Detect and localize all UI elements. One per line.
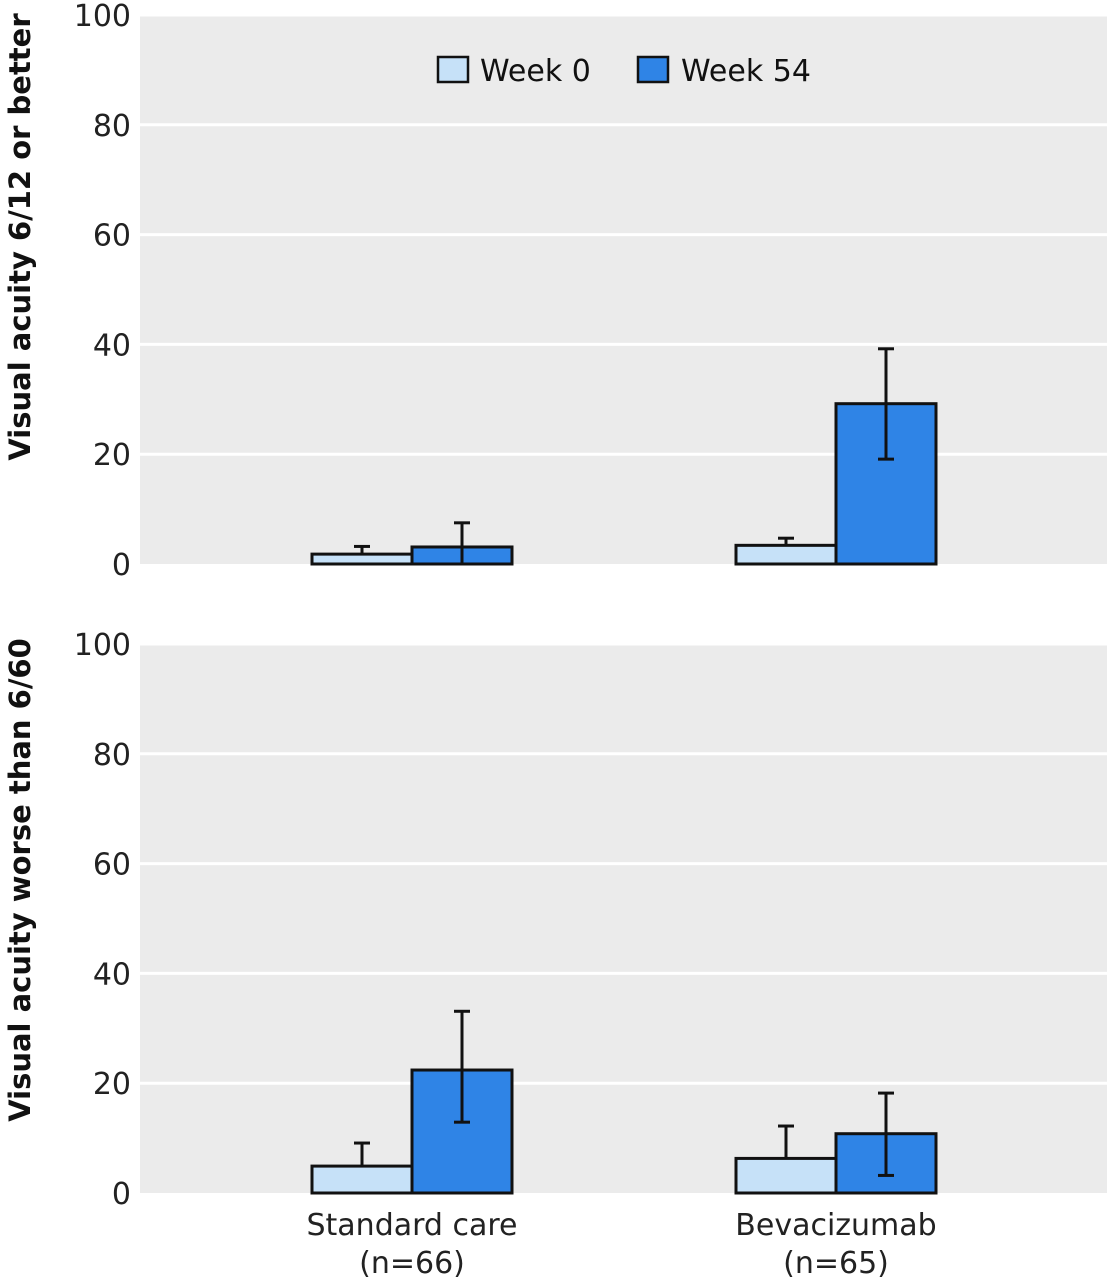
- y-axis-label: Visual acuity 6/12 or better: [3, 13, 37, 461]
- bar-week0: [734, 543, 838, 566]
- bar-week0: [310, 1164, 414, 1195]
- gridlines: [140, 642, 1107, 1085]
- gridlines: [140, 13, 1107, 456]
- category-n-bevacizumab: (n=65): [783, 1246, 889, 1280]
- y-tick-labels: 0 20 40 60 80 100: [74, 628, 131, 1212]
- legend-swatch-week54: [636, 55, 670, 84]
- bars: [310, 1009, 938, 1195]
- y-tick-label: 100: [74, 0, 131, 34]
- y-tick-label: 20: [93, 1067, 131, 1102]
- y-tick-label: 20: [93, 438, 131, 473]
- category-label-bevacizumab: Bevacizumab: [735, 1208, 936, 1243]
- legend-label-week0: Week 0: [480, 54, 591, 89]
- plot-background: [140, 15, 1107, 564]
- category-label-standard-care: Standard care: [306, 1208, 517, 1243]
- category-n-standard-care: (n=66): [359, 1246, 465, 1280]
- y-tick-label: 80: [93, 738, 131, 773]
- y-tick-label: 60: [93, 219, 131, 254]
- legend-swatch-week0: [436, 55, 470, 84]
- bar-week0: [310, 552, 414, 566]
- y-axis-label: Visual acuity worse than 6/60: [3, 638, 37, 1122]
- y-tick-label: 40: [93, 328, 131, 363]
- y-tick-label: 80: [93, 109, 131, 144]
- plot-background: [140, 644, 1107, 1193]
- y-tick-label: 0: [112, 548, 131, 583]
- y-tick-label: 40: [93, 957, 131, 992]
- bar-week0: [734, 1156, 838, 1195]
- y-tick-label: 100: [74, 628, 131, 663]
- legend-label-week54: Week 54: [681, 54, 811, 89]
- y-tick-labels: 0 20 40 60 80 100: [74, 0, 131, 583]
- y-tick-label: 0: [112, 1177, 131, 1212]
- y-tick-label: 60: [93, 848, 131, 883]
- panel-bottom: 0 20 40 60 80 100 Visual acuity worse than 6/…: [3, 628, 1107, 1212]
- panel-top: 0 20 40 60 80 100 Visual acuity 6/12 or bette…: [3, 0, 1107, 583]
- legend: Week 0 Week 54: [436, 54, 811, 89]
- bars: [310, 347, 938, 566]
- x-category-labels: Standard care (n=66) Bevacizumab (n=65): [306, 1208, 936, 1280]
